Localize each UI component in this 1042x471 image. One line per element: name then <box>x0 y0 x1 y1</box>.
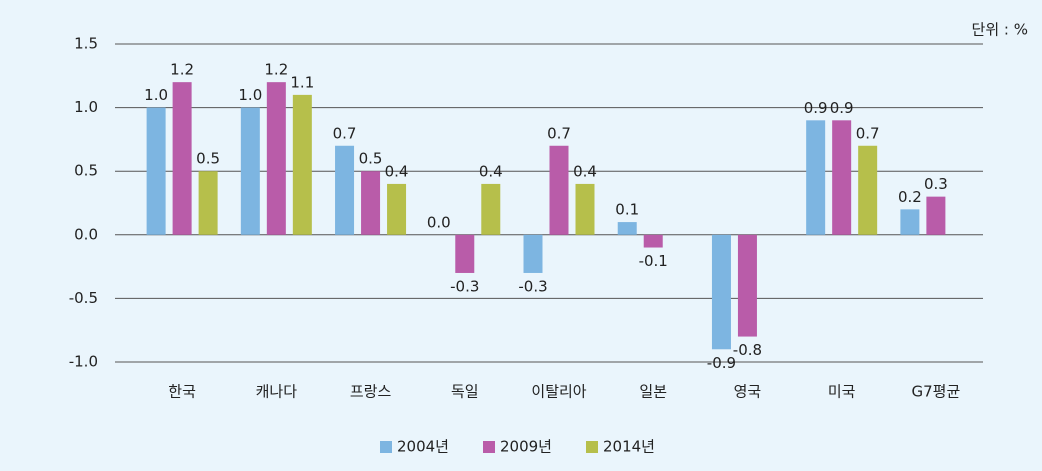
bar <box>146 107 166 235</box>
data-label: 0.7 <box>547 124 571 142</box>
bar <box>549 145 569 235</box>
bar <box>858 145 878 235</box>
data-label: 0.1 <box>615 201 639 219</box>
data-label: 0.4 <box>385 162 409 180</box>
bar <box>575 183 595 235</box>
data-label: 0.5 <box>359 150 383 168</box>
data-label: 0.4 <box>479 162 503 180</box>
data-label: 0.0 <box>427 213 451 231</box>
data-label: -0.1 <box>639 252 668 270</box>
y-tick-label: -0.5 <box>69 289 98 307</box>
data-label: 0.3 <box>924 175 948 193</box>
x-tick-label: 일본 <box>639 383 667 401</box>
data-label: 1.2 <box>264 61 288 79</box>
y-tick-label: 0.0 <box>74 225 98 243</box>
bar <box>832 120 852 235</box>
data-label: 1.0 <box>238 86 262 104</box>
x-tick-label: 영국 <box>734 383 762 401</box>
bar <box>292 94 312 235</box>
data-label: 0.2 <box>898 188 922 206</box>
x-tick-label: 프랑스 <box>350 383 392 401</box>
data-label: 1.0 <box>144 86 168 104</box>
data-label: 0.9 <box>830 99 854 117</box>
x-tick-label: 미국 <box>828 383 856 401</box>
legend-label: 2004년 <box>397 438 449 456</box>
x-tick-label: G7평균 <box>911 383 960 401</box>
data-label: 0.5 <box>196 150 220 168</box>
data-label: -0.3 <box>518 277 547 295</box>
y-tick-label: 1.5 <box>74 35 98 53</box>
bar <box>335 145 355 235</box>
data-label: 1.2 <box>170 61 194 79</box>
data-label: 1.1 <box>290 73 314 91</box>
bar <box>643 234 663 248</box>
bar <box>240 107 260 235</box>
bar <box>523 234 543 273</box>
data-label: 0.7 <box>856 124 880 142</box>
x-tick-label: 한국 <box>168 383 196 401</box>
unit-label: 단위 : % <box>972 21 1028 39</box>
data-label: -0.9 <box>707 354 736 372</box>
data-label: 0.4 <box>573 162 597 180</box>
bar <box>481 183 501 235</box>
y-tick-label: 1.0 <box>74 98 98 116</box>
legend-label: 2014년 <box>603 438 655 456</box>
legend-swatch <box>586 441 598 453</box>
bar <box>361 171 381 235</box>
data-label: 0.7 <box>333 124 357 142</box>
y-tick-label: 0.5 <box>74 162 98 180</box>
bar <box>172 82 192 235</box>
legend-swatch <box>380 441 392 453</box>
x-tick-label: 캐나다 <box>256 383 298 401</box>
data-label: 0.9 <box>804 99 828 117</box>
bar <box>387 183 407 235</box>
bar <box>737 234 757 337</box>
bar <box>900 209 920 235</box>
bar <box>711 234 731 350</box>
bar <box>806 120 826 235</box>
data-label: -0.8 <box>733 341 762 359</box>
bar <box>266 82 286 235</box>
data-label: -0.3 <box>450 277 479 295</box>
bar <box>926 196 946 235</box>
legend-swatch <box>483 441 495 453</box>
bar <box>617 222 637 235</box>
x-tick-label: 독일 <box>451 383 479 401</box>
bar <box>455 234 475 273</box>
x-tick-label: 이탈리아 <box>531 383 586 401</box>
bar <box>198 171 218 235</box>
y-tick-label: -1.0 <box>69 353 98 371</box>
legend-label: 2009년 <box>500 438 552 456</box>
